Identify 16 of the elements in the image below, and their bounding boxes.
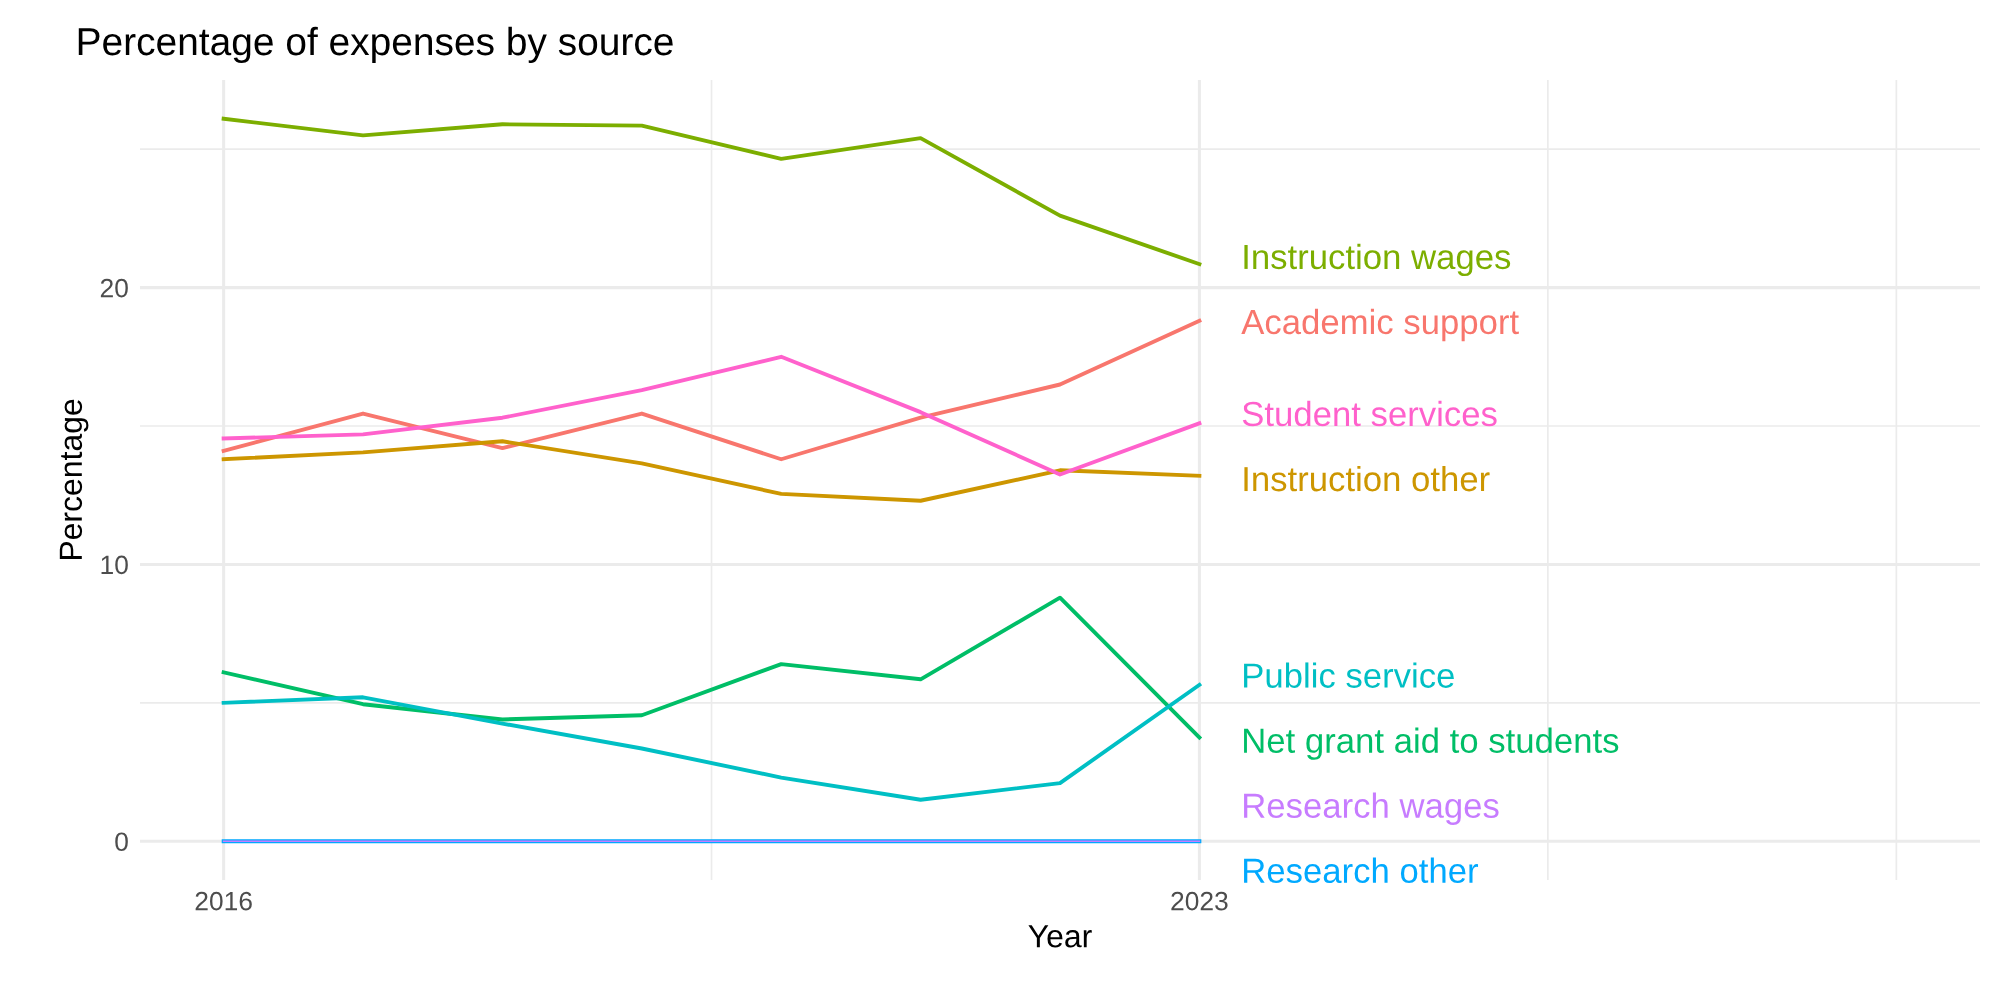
series-label: Instruction other — [1244, 465, 1490, 492]
y-tick-label: 10 — [101, 555, 128, 575]
series-label: Public service — [1244, 662, 1454, 688]
series-label: Net grant aid to students — [1244, 727, 1619, 760]
x-tick-label: 2023 — [1171, 891, 1228, 911]
series-label: Research wages — [1244, 792, 1499, 825]
series-label: Instruction wages — [1244, 243, 1511, 277]
x-tick-label: 2016 — [195, 891, 252, 911]
series-label: Research other — [1244, 857, 1479, 884]
x-axis-title: Year — [1028, 925, 1092, 948]
series-label: Academic support — [1241, 308, 1519, 342]
chart-title: Percentage of expenses by source — [78, 26, 673, 64]
y-tick-label: 20 — [100, 278, 128, 298]
y-tick-label: 0 — [115, 832, 128, 852]
y-axis-title: Percentage — [59, 399, 89, 560]
series-label: Student services — [1242, 400, 1497, 427]
